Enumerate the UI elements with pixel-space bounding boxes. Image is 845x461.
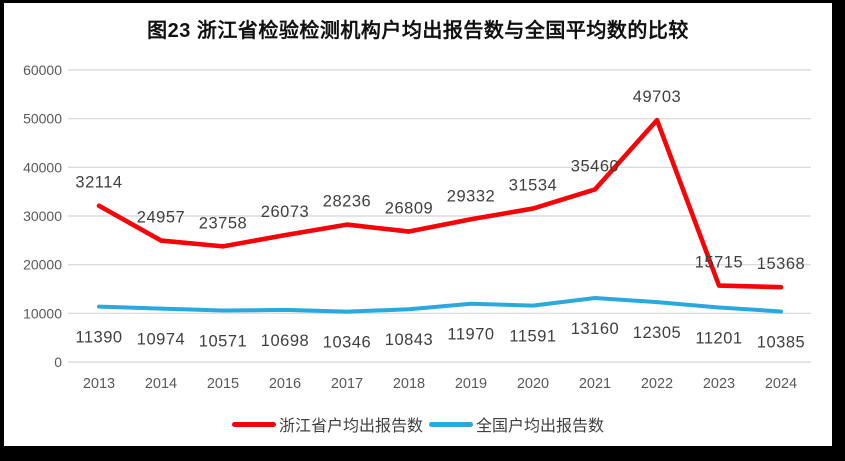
data-label: 26809 [385, 200, 433, 218]
x-axis-tick-label: 2018 [393, 376, 425, 392]
data-label: 11970 [447, 326, 494, 344]
data-label: 11201 [695, 329, 742, 347]
chart-title: 图23 浙江省检验检测机构户均出报告数与全国平均数的比较 [147, 20, 689, 42]
data-label: 10698 [261, 332, 309, 350]
data-label: 28236 [323, 193, 371, 211]
data-label: 10346 [323, 334, 371, 352]
data-label: 35460 [571, 157, 619, 175]
national-series-line [97, 295, 783, 314]
x-axis-tick-label: 2019 [455, 376, 487, 392]
data-label: 11390 [75, 329, 122, 347]
blue-line-swatch-icon [429, 421, 473, 427]
x-axis-tick-label: 2015 [207, 376, 239, 392]
y-axis-tick-label: 10000 [23, 305, 62, 321]
y-axis-tick-label: 60000 [23, 62, 62, 78]
data-label: 10974 [137, 331, 185, 349]
line-chart: 0 10000 20000 30000 40000 50000 60000 2013 2014 2… [23, 62, 811, 392]
legend-item-zhejiang: 浙江省户均出报告数 [231, 412, 423, 436]
data-label: 31534 [509, 177, 557, 195]
data-label: 11591 [509, 328, 556, 346]
data-label: 15368 [757, 255, 805, 273]
data-label: 10843 [385, 331, 433, 349]
data-label: 26073 [261, 203, 309, 221]
data-label: 23758 [199, 214, 247, 232]
legend: 浙江省户均出报告数 全国户均出报告数 [4, 412, 832, 436]
data-label: 24957 [137, 209, 185, 227]
y-axis-tick-label: 0 [54, 354, 62, 370]
data-label: 29332 [447, 187, 495, 205]
red-line-swatch-icon [231, 421, 276, 427]
x-axis-tick-label: 2024 [765, 376, 797, 392]
x-axis-tick-label: 2017 [331, 376, 363, 392]
x-axis-tick-label: 2013 [83, 376, 115, 392]
x-axis-tick-label: 2023 [703, 376, 735, 392]
data-label: 15715 [695, 254, 743, 272]
data-label: 13160 [571, 320, 619, 338]
zhejiang-series-line [96, 117, 784, 290]
legend-item-national: 全国户均出报告数 [429, 412, 604, 436]
x-axis-tick-label: 2022 [641, 376, 673, 392]
x-axis-tick-label: 2014 [145, 376, 177, 392]
y-axis-tick-label: 40000 [23, 159, 62, 175]
y-axis-tick-label: 50000 [23, 111, 62, 127]
data-label: 49703 [633, 88, 681, 106]
data-label: 32114 [75, 174, 122, 192]
y-axis-tick-label: 30000 [23, 208, 62, 224]
chart-canvas: 图23 浙江省检验检测机构户均出报告数与全国平均数的比较 0 10000 20000… [4, 3, 832, 446]
y-axis-tick-label: 20000 [23, 257, 62, 273]
data-label: 12305 [633, 324, 681, 342]
data-label: 10385 [757, 333, 805, 351]
x-axis-tick-label: 2021 [579, 376, 611, 392]
x-axis-tick-label: 2020 [517, 376, 549, 392]
legend-label-zhejiang: 浙江省户均出报告数 [278, 418, 423, 435]
x-axis-tick-label: 2016 [269, 376, 301, 392]
legend-label-national: 全国户均出报告数 [476, 418, 605, 435]
data-label: 10571 [199, 333, 247, 351]
